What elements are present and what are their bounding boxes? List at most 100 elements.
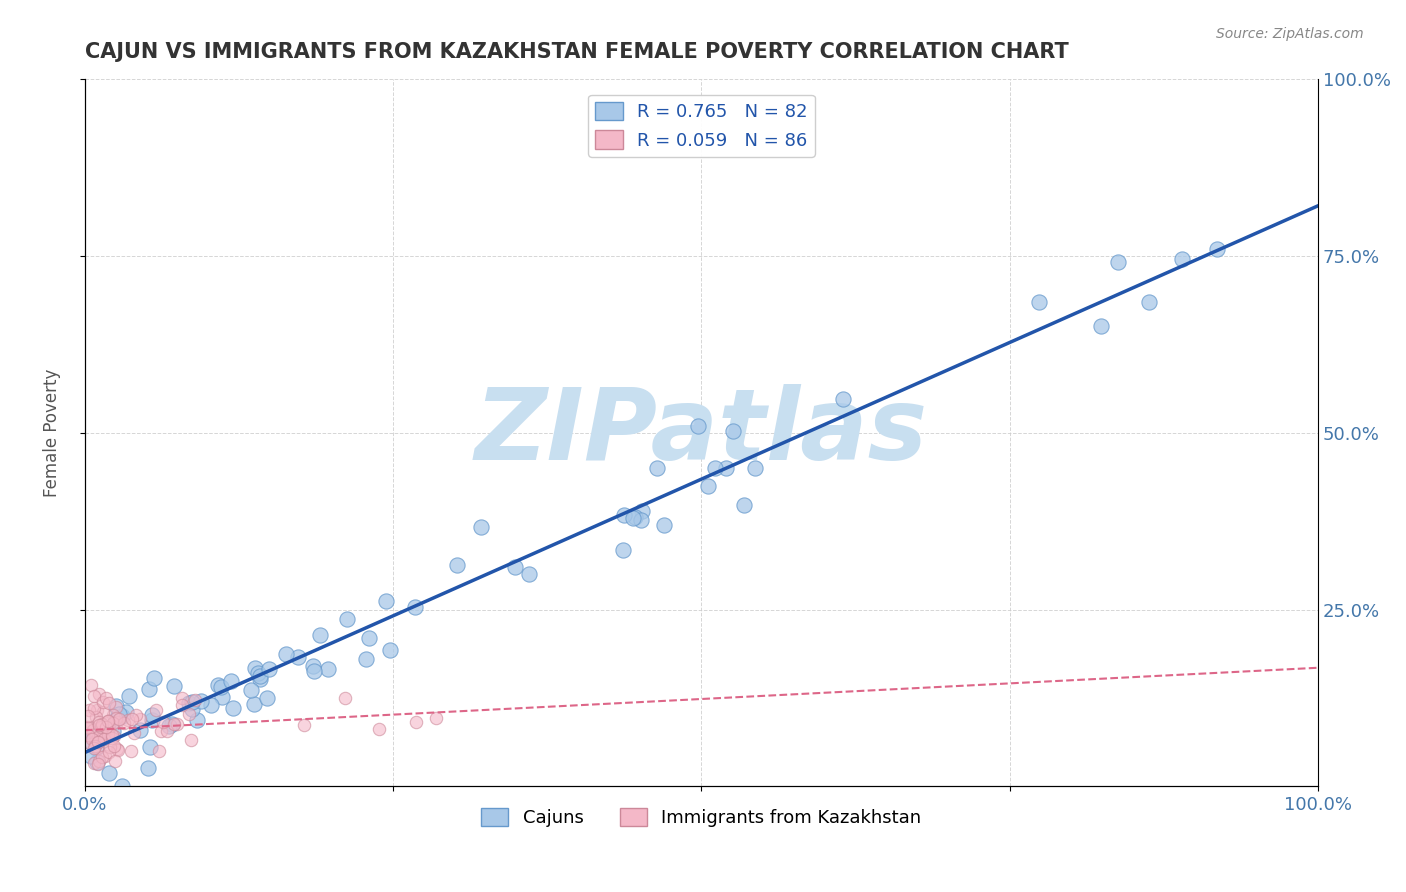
Point: [274, 647, 297, 661]
Point: [83, 756, 105, 771]
Point: [222, 701, 245, 715]
Point: [257, 662, 280, 676]
Point: [107, 743, 129, 757]
Point: [97, 745, 120, 759]
Point: [714, 461, 737, 475]
Point: [96, 720, 118, 734]
Point: [84, 739, 107, 754]
Point: [86, 755, 108, 769]
Point: [115, 705, 138, 719]
Point: [103, 729, 125, 743]
Point: [87, 734, 110, 748]
Point: [242, 697, 264, 711]
Point: [97, 696, 120, 710]
Point: [336, 612, 359, 626]
Point: [170, 698, 193, 712]
Point: [517, 567, 540, 582]
Point: [87, 754, 110, 768]
Point: [172, 691, 194, 706]
Point: [652, 517, 675, 532]
Point: [446, 558, 468, 572]
Point: [688, 418, 710, 433]
Point: [186, 713, 208, 727]
Point: [125, 708, 148, 723]
Point: [80, 737, 103, 751]
Point: [111, 709, 134, 723]
Point: [239, 683, 262, 698]
Point: [425, 710, 447, 724]
Point: [77, 709, 100, 723]
Point: [91, 695, 114, 709]
Point: [184, 693, 207, 707]
Point: [138, 682, 160, 697]
Point: [149, 723, 172, 738]
Point: [90, 720, 112, 734]
Point: [243, 661, 266, 675]
Point: [129, 713, 152, 727]
Point: [1090, 318, 1112, 333]
Point: [91, 716, 114, 731]
Point: [101, 731, 124, 746]
Point: [105, 700, 128, 714]
Point: [1137, 294, 1160, 309]
Point: [96, 714, 118, 728]
Point: [101, 723, 124, 738]
Point: [1028, 295, 1050, 310]
Point: [624, 510, 647, 524]
Point: [211, 690, 233, 705]
Text: ZIPatlas: ZIPatlas: [475, 384, 928, 481]
Point: [90, 728, 112, 742]
Point: [1170, 252, 1192, 266]
Point: [181, 702, 204, 716]
Point: [79, 703, 101, 717]
Point: [93, 749, 115, 764]
Point: [301, 658, 323, 673]
Point: [1205, 242, 1227, 256]
Point: [93, 728, 115, 742]
Point: [129, 723, 152, 738]
Point: [145, 703, 167, 717]
Point: [105, 715, 128, 730]
Point: [160, 717, 183, 731]
Point: [101, 728, 124, 742]
Point: [721, 425, 744, 439]
Point: [152, 715, 174, 730]
Point: [112, 715, 135, 730]
Point: [733, 498, 755, 512]
Point: [111, 780, 134, 794]
Point: [87, 718, 110, 732]
Point: [75, 720, 97, 734]
Point: [405, 714, 427, 729]
Point: [84, 740, 107, 755]
Point: [375, 593, 398, 607]
Point: [79, 720, 101, 734]
Point: [124, 726, 146, 740]
Point: [96, 691, 118, 706]
Point: [179, 696, 201, 710]
Point: [138, 761, 160, 775]
Point: [98, 740, 121, 755]
Point: [744, 461, 766, 475]
Point: [142, 671, 165, 685]
Text: CAJUN VS IMMIGRANTS FROM KAZAKHSTAN FEMALE POVERTY CORRELATION CHART: CAJUN VS IMMIGRANTS FROM KAZAKHSTAN FEMA…: [84, 42, 1069, 62]
Point: [98, 722, 121, 736]
Point: [83, 741, 105, 756]
Point: [308, 627, 330, 641]
Point: [103, 708, 125, 723]
Point: [83, 690, 105, 704]
Point: [249, 672, 271, 686]
Point: [105, 742, 128, 756]
Point: [90, 717, 112, 731]
Point: [82, 724, 104, 739]
Point: [359, 631, 381, 645]
Point: [84, 735, 107, 749]
Point: [256, 690, 278, 705]
Point: [103, 739, 125, 754]
Text: Source: ZipAtlas.com: Source: ZipAtlas.com: [1216, 27, 1364, 41]
Point: [292, 718, 315, 732]
Point: [83, 701, 105, 715]
Point: [86, 740, 108, 755]
Point: [209, 681, 232, 695]
Point: [105, 711, 128, 725]
Point: [630, 504, 652, 518]
